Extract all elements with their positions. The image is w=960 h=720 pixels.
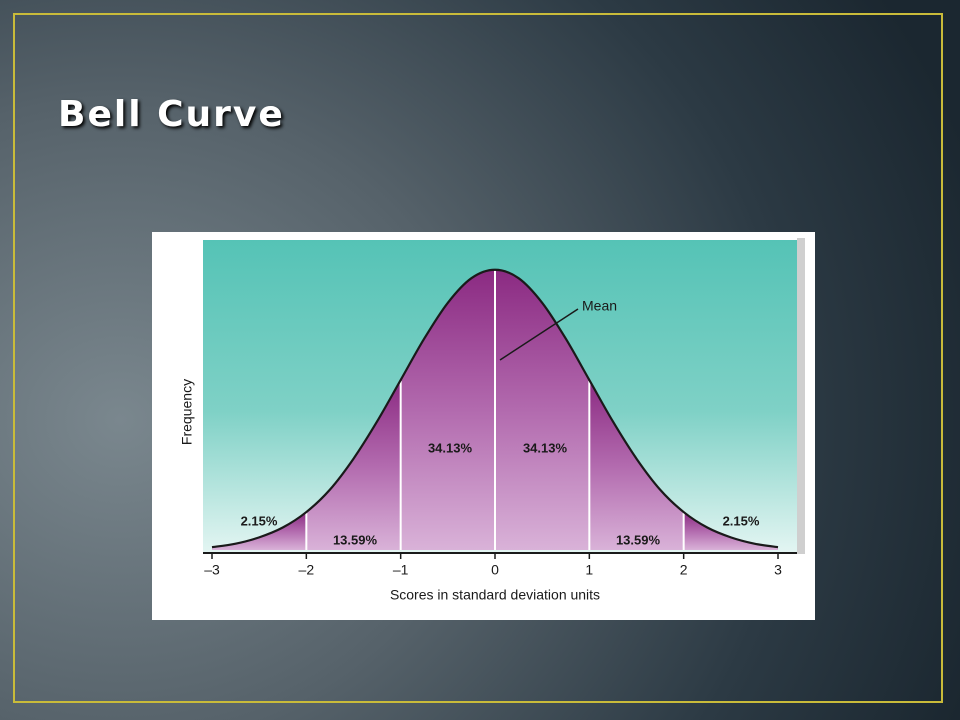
x-tick-label: –2 [299, 562, 315, 578]
segment-label: 34.13% [428, 440, 473, 455]
segment-label: 2.15% [723, 513, 760, 528]
x-tick-label: –3 [204, 562, 220, 578]
segment-area [212, 512, 307, 550]
x-tick-label: 0 [491, 562, 499, 578]
slide-frame [13, 13, 943, 703]
y-axis-label: Frequency [179, 379, 195, 445]
annotation: Mean [582, 298, 617, 314]
plot-shadow [797, 238, 805, 554]
slide-title: Bell Curve [58, 94, 285, 135]
segment-label: 13.59% [333, 532, 378, 547]
x-axis-label: Scores in standard deviation units [390, 587, 600, 603]
segment-area [683, 512, 778, 550]
annotation-leader [499, 308, 579, 361]
x-tick-label: 3 [774, 562, 782, 578]
segment-label: 34.13% [523, 440, 568, 455]
x-tick-label: –1 [393, 562, 409, 578]
x-tick-label: 1 [585, 562, 593, 578]
curve [211, 268, 779, 549]
x-tick-label: 2 [680, 562, 688, 578]
segment-label: 13.59% [616, 532, 661, 547]
segment-label: 2.15% [241, 513, 278, 528]
